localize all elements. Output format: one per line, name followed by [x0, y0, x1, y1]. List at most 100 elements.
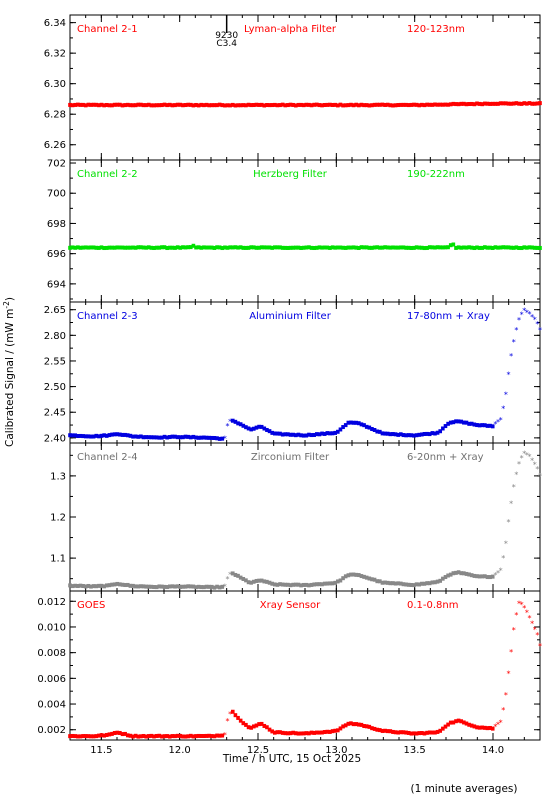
- y-tick-label: 2.45: [44, 408, 66, 419]
- data-point: *: [520, 600, 524, 609]
- data-point: [196, 245, 201, 250]
- data-point: [220, 733, 225, 738]
- data-point: [406, 433, 411, 438]
- data-point: [215, 103, 219, 108]
- data-point: [441, 102, 445, 107]
- data-point: [191, 103, 196, 108]
- data-point: [362, 103, 366, 108]
- data-point: [86, 734, 91, 739]
- data-point: [464, 420, 469, 425]
- data-point: [393, 730, 398, 735]
- data-point: [301, 731, 306, 736]
- data-point: [123, 103, 127, 108]
- data-point: [488, 245, 492, 250]
- data-point: *: [525, 609, 529, 618]
- data-point: [244, 103, 248, 108]
- data-point: [385, 729, 390, 734]
- data-point: [154, 103, 159, 108]
- data-point: [183, 734, 188, 739]
- data-point: [115, 432, 120, 437]
- data-point: [131, 734, 135, 739]
- data-point: [267, 580, 272, 585]
- data-point: [241, 423, 246, 428]
- data-point: [149, 435, 154, 440]
- data-point: [94, 433, 99, 438]
- data-point: [315, 432, 319, 437]
- data-point: [296, 102, 301, 107]
- data-point: [354, 420, 359, 425]
- data-point: [76, 734, 80, 739]
- data-point: [469, 421, 474, 426]
- data-point: [296, 245, 301, 250]
- data-point: [459, 571, 464, 576]
- data-point: [438, 102, 443, 107]
- data-point: [378, 579, 382, 584]
- data-point: [404, 433, 408, 438]
- data-point: [480, 102, 485, 107]
- data-point: [283, 103, 288, 108]
- data-point: [372, 102, 377, 107]
- data-point: *: [226, 717, 230, 726]
- data-point: [409, 246, 414, 251]
- data-point: [480, 245, 485, 250]
- data-point: [291, 245, 295, 250]
- data-point: [254, 578, 259, 583]
- data-point: *: [493, 420, 497, 429]
- data-point: [207, 435, 211, 440]
- data-point: [378, 102, 382, 107]
- y-tick-label: 6.26: [44, 140, 66, 151]
- filter-label: Herzberg Filter: [253, 169, 328, 180]
- data-point: [422, 581, 427, 586]
- data-point: [133, 434, 138, 439]
- data-point: [388, 729, 393, 734]
- data-point: [496, 101, 500, 106]
- data-point: [501, 245, 506, 250]
- data-point: [454, 419, 458, 424]
- data-point: *: [226, 422, 230, 431]
- data-point: [154, 733, 159, 738]
- data-point: [196, 103, 201, 108]
- data-point: [128, 245, 133, 250]
- data-point: [341, 245, 345, 250]
- data-point: [181, 245, 185, 250]
- data-point: [414, 433, 419, 438]
- y-tick-label: 6.30: [44, 79, 66, 90]
- data-point: [467, 572, 471, 577]
- band-label: 17-80nm + Xray: [407, 311, 490, 322]
- data-point: [94, 734, 99, 739]
- data-point: [490, 245, 495, 250]
- data-point: [420, 432, 424, 437]
- data-point: [241, 103, 246, 108]
- data-point: [173, 734, 177, 739]
- data-point: [112, 731, 117, 736]
- data-point: [254, 245, 259, 250]
- data-point: [262, 103, 267, 108]
- data-point: [120, 432, 125, 437]
- data-point: [388, 245, 393, 250]
- data-point: [146, 734, 151, 739]
- data-point: [317, 432, 322, 437]
- data-point: [123, 583, 127, 588]
- data-point: [283, 582, 288, 587]
- data-point: [438, 728, 443, 733]
- data-point: [165, 246, 169, 251]
- data-point: [519, 246, 524, 251]
- data-point: [280, 432, 285, 437]
- data-point: [249, 725, 253, 730]
- panel-frame: [69, 442, 541, 592]
- data-point: [94, 102, 99, 107]
- data-point: [406, 245, 411, 250]
- data-point: [475, 725, 479, 730]
- data-point: [68, 433, 72, 438]
- data-point: [315, 730, 319, 735]
- data-point: [299, 583, 303, 588]
- data-point: [307, 583, 311, 588]
- data-point: [485, 726, 490, 731]
- data-point: [141, 584, 146, 589]
- data-point: [89, 584, 93, 589]
- data-point: [351, 245, 356, 250]
- data-point: [375, 245, 380, 250]
- data-point: [328, 581, 332, 586]
- data-point: [498, 101, 503, 106]
- data-point: [370, 427, 374, 432]
